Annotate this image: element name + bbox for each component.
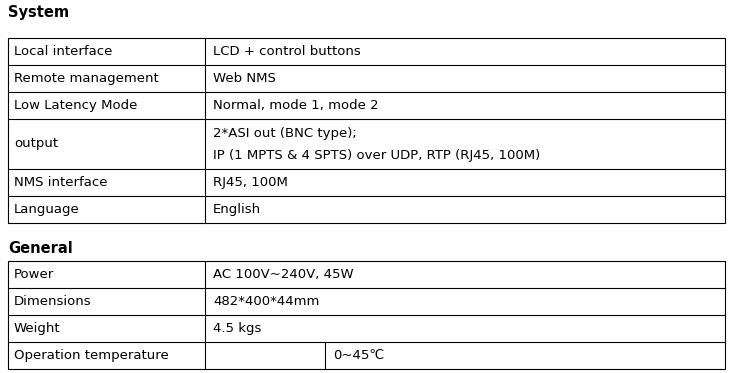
Text: LCD + control buttons: LCD + control buttons <box>213 45 361 58</box>
Text: Operation temperature: Operation temperature <box>14 349 169 362</box>
Text: Remote management: Remote management <box>14 72 159 85</box>
Text: NMS interface: NMS interface <box>14 176 108 189</box>
Text: output: output <box>14 138 58 150</box>
Text: Dimensions: Dimensions <box>14 295 92 308</box>
Text: Language: Language <box>14 203 80 216</box>
Text: English: English <box>213 203 261 216</box>
Text: 482*400*44mm: 482*400*44mm <box>213 295 320 308</box>
Text: Normal, mode 1, mode 2: Normal, mode 1, mode 2 <box>213 99 379 112</box>
Text: Web NMS: Web NMS <box>213 72 276 85</box>
Text: IP (1 MPTS & 4 SPTS) over UDP, RTP (RJ45, 100M): IP (1 MPTS & 4 SPTS) over UDP, RTP (RJ45… <box>213 149 540 162</box>
Text: Weight: Weight <box>14 322 61 335</box>
Text: System: System <box>8 5 69 20</box>
Text: Local interface: Local interface <box>14 45 112 58</box>
Text: 2*ASI out (BNC type);: 2*ASI out (BNC type); <box>213 128 357 141</box>
Text: RJ45, 100M: RJ45, 100M <box>213 176 288 189</box>
Text: Power: Power <box>14 268 54 281</box>
Text: General: General <box>8 241 73 256</box>
Bar <box>8 38 725 223</box>
Text: Low Latency Mode: Low Latency Mode <box>14 99 137 112</box>
Text: 4.5 kgs: 4.5 kgs <box>213 322 262 335</box>
Text: AC 100V~240V, 45W: AC 100V~240V, 45W <box>213 268 353 281</box>
Bar <box>8 261 725 369</box>
Text: 0~45℃: 0~45℃ <box>333 349 384 362</box>
